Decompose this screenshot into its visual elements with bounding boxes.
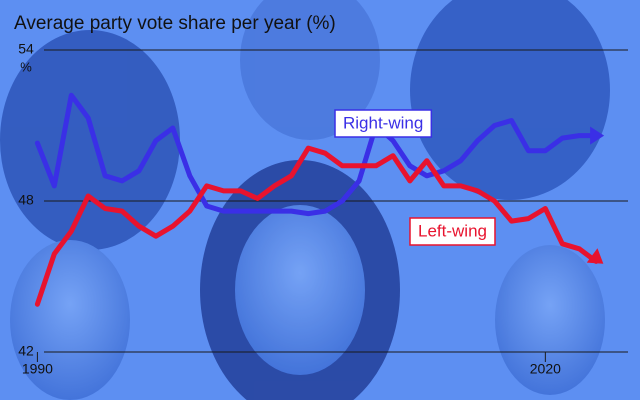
- y-tick-label: 54: [18, 41, 34, 57]
- legend-box: [334, 109, 433, 138]
- y-unit: %: [20, 59, 32, 74]
- x-tick-label: 2020: [530, 361, 561, 377]
- y-tick-label: 48: [18, 192, 34, 208]
- arrowhead: [586, 248, 604, 264]
- plot-area: 42 48 54 1990 2020 Right-wing Left-wing: [18, 41, 628, 377]
- legend-label: Left-wing: [418, 221, 487, 240]
- x-tick-label: 1990: [22, 361, 53, 377]
- legend-box: [409, 217, 496, 246]
- arrowhead: [590, 126, 605, 145]
- y-tick-label: 42: [18, 343, 34, 359]
- legend-label: Right-wing: [343, 113, 423, 132]
- chart-title: Average party vote share per year (%): [14, 13, 336, 34]
- series-line: [34, 92, 599, 217]
- series-line: [34, 145, 599, 307]
